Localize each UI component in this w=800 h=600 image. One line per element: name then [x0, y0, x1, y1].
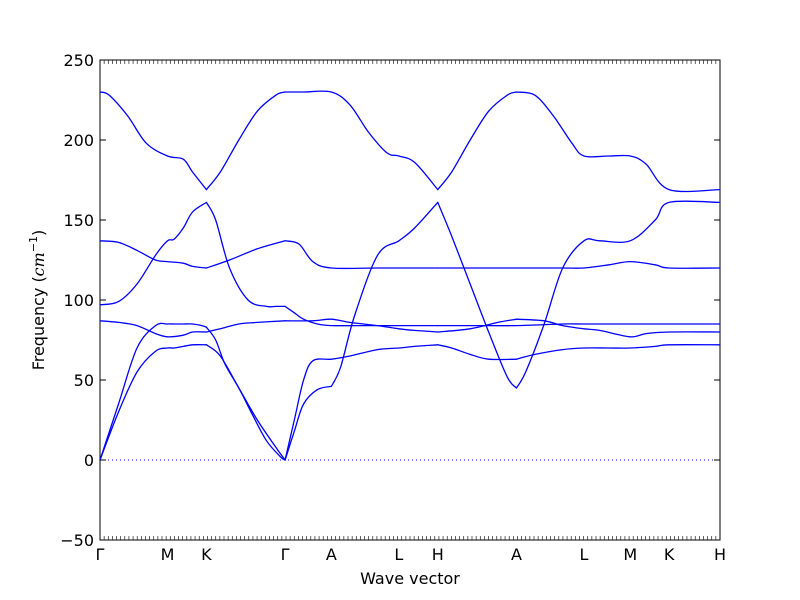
band-line-13 [284, 318, 439, 333]
band-line-21 [515, 200, 721, 389]
band-line-18 [205, 91, 286, 191]
y-axis-title-text: Frequency ( [29, 276, 48, 370]
x-axis-minor-ticks [99, 60, 721, 540]
x-tick-label: M [161, 545, 175, 564]
band-line-8 [99, 344, 208, 461]
band-line-22 [437, 344, 518, 361]
band-line-16 [284, 240, 439, 270]
y-tick-label: 0 [84, 451, 94, 470]
band-line-28 [437, 91, 518, 191]
band-line-12 [205, 320, 286, 333]
x-tick-label: L [580, 545, 589, 564]
band-line-17 [99, 91, 208, 191]
band-series-layer [99, 90, 721, 461]
x-tick-label: A [326, 545, 337, 564]
band-line-27 [437, 260, 721, 269]
band-line-5 [99, 201, 208, 306]
band-line-9 [205, 344, 286, 461]
x-tick-label: M [623, 545, 637, 564]
y-tick-label: 50 [74, 371, 94, 390]
y-axis-title-unit: cm [29, 252, 48, 276]
band-line-6 [205, 201, 286, 308]
band-line-23 [515, 344, 721, 360]
band-line-7 [284, 305, 439, 327]
band-line-3 [284, 385, 332, 461]
plot-frame [99, 59, 721, 541]
band-line-20 [437, 201, 518, 389]
band-line-19 [284, 90, 439, 191]
band-line-10 [284, 344, 439, 461]
x-axis-title: Wave vector [360, 569, 460, 588]
band-line-25 [515, 318, 721, 338]
y-tick-label: −50 [60, 531, 94, 550]
x-tick-label: Γ [96, 545, 105, 564]
y-tick-label: 150 [63, 211, 94, 230]
x-tick-label: K [664, 545, 675, 564]
x-tick-label: Γ [281, 545, 290, 564]
band-line-14 [99, 240, 208, 269]
plot-area [99, 59, 721, 541]
band-line-15 [205, 240, 286, 269]
x-tick-label: L [394, 545, 403, 564]
y-tick-label: 100 [63, 291, 94, 310]
x-tick-label: H [432, 545, 444, 564]
y-axis-title-close: ) [29, 230, 48, 236]
y-tick-label: 250 [63, 51, 94, 70]
band-line-1 [99, 322, 208, 461]
band-line-26 [437, 323, 721, 327]
band-line-29 [515, 91, 721, 193]
y-axis-title: Frequency (cm−1) [27, 230, 48, 371]
band-line-11 [99, 320, 208, 338]
band-line-4 [330, 201, 439, 388]
y-axis-ticks: −50 0 50 100 150 200 250 [60, 51, 720, 550]
band-line-2 [205, 326, 286, 461]
y-tick-label: 200 [63, 131, 94, 150]
x-tick-label: A [511, 545, 522, 564]
x-tick-label: H [714, 545, 726, 564]
y-axis-title-exponent: −1 [27, 236, 40, 252]
x-tick-label: K [201, 545, 212, 564]
